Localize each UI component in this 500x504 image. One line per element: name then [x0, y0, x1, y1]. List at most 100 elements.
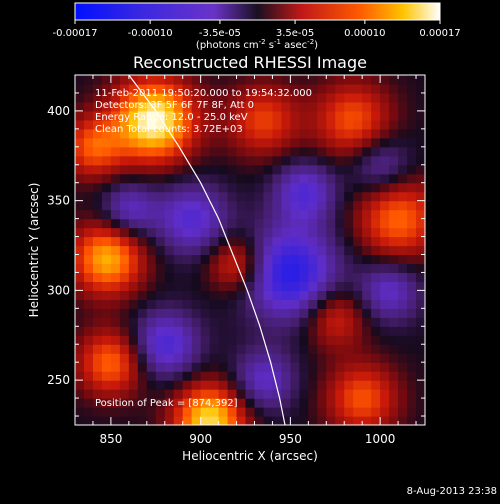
heatmap-cell — [110, 317, 121, 327]
heatmap-cell — [389, 155, 399, 166]
heatmap-cell — [326, 317, 336, 327]
heatmap-cell — [398, 335, 408, 345]
heatmap-cell — [119, 110, 130, 121]
heatmap-cell — [119, 416, 130, 425]
heatmap-cell — [317, 173, 327, 184]
heatmap-cell — [83, 101, 94, 112]
heatmap-cell — [308, 83, 318, 94]
heatmap-cell — [119, 290, 130, 300]
heatmap-cell — [254, 119, 265, 130]
heatmap-cell — [263, 164, 274, 175]
heatmap-cell — [416, 110, 425, 121]
heatmap-cell — [299, 353, 309, 363]
heatmap-cell — [317, 353, 327, 363]
heatmap-cell — [272, 245, 283, 256]
heatmap-cell — [380, 83, 390, 94]
heatmap-cell — [272, 75, 283, 85]
heatmap-cell — [110, 209, 121, 220]
y-tick-label: 300 — [47, 283, 70, 297]
heatmap-cell — [326, 101, 336, 112]
heatmap-cell — [299, 155, 309, 166]
heatmap-cell — [317, 137, 327, 148]
heatmap-cell — [155, 353, 166, 363]
heatmap-cell — [209, 173, 220, 184]
heatmap-cell — [371, 218, 381, 229]
heatmap-cell — [299, 326, 309, 336]
heatmap-cell — [353, 299, 363, 309]
heatmap-cell — [101, 272, 112, 283]
heatmap-cell — [281, 299, 291, 309]
heatmap-cell — [146, 128, 157, 139]
heatmap-cell — [416, 317, 425, 327]
heatmap-cell — [308, 173, 318, 184]
heatmap-cell — [344, 75, 354, 85]
heatmap-cell — [110, 164, 121, 175]
heatmap-cell — [263, 353, 274, 363]
heatmap-cell — [344, 236, 354, 247]
heatmap-cell — [371, 128, 381, 139]
heatmap-cell — [218, 236, 229, 247]
heatmap-cell — [173, 335, 184, 345]
heatmap-cell — [272, 83, 283, 94]
heatmap-cell — [398, 344, 408, 354]
heatmap-cell — [326, 371, 336, 381]
heatmap-cell — [101, 75, 112, 85]
heatmap-cell — [137, 335, 148, 345]
heatmap-cell — [200, 353, 211, 363]
heatmap-cell — [200, 344, 211, 354]
heatmap-cell — [335, 380, 345, 390]
heatmap-cell — [236, 164, 247, 175]
heatmap-cell — [380, 236, 390, 247]
heatmap-cell — [236, 326, 247, 336]
heatmap-cell — [290, 380, 300, 390]
heatmap-cell — [362, 128, 372, 139]
heatmap-cell — [380, 75, 390, 85]
heatmap-cell — [389, 308, 399, 318]
heatmap-cell — [155, 110, 166, 121]
heatmap-cell — [155, 398, 166, 408]
heatmap-cell — [101, 353, 112, 363]
heatmap-cell — [155, 317, 166, 327]
heatmap-cell — [353, 164, 363, 175]
heatmap-cell — [362, 137, 372, 148]
heatmap-cell — [128, 128, 139, 139]
heatmap-cell — [155, 218, 166, 229]
heatmap-cell — [200, 281, 211, 291]
heatmap-cell — [155, 146, 166, 157]
heatmap-cell — [128, 92, 139, 103]
heatmap-cell — [128, 254, 139, 265]
heatmap-cell — [92, 263, 103, 274]
heatmap-cell — [218, 191, 229, 202]
heatmap-cell — [245, 182, 256, 193]
heatmap-cell — [110, 146, 121, 157]
heatmap-cell — [335, 398, 345, 408]
heatmap-cell — [173, 263, 184, 274]
heatmap-cell — [128, 182, 139, 193]
heatmap-cell — [290, 236, 300, 247]
heatmap-cell — [272, 218, 283, 229]
heatmap-cell — [380, 209, 390, 220]
heatmap-cell — [335, 182, 345, 193]
heatmap-cell — [110, 128, 121, 139]
heatmap-cell — [398, 101, 408, 112]
heatmap-cell — [407, 119, 417, 130]
heatmap-cell — [308, 389, 318, 399]
heatmap-cell — [110, 272, 121, 283]
heatmap-cell — [299, 245, 309, 256]
heatmap-cell — [200, 200, 211, 211]
heatmap-cell — [182, 326, 193, 336]
heatmap-cell — [119, 272, 130, 283]
heatmap-cell — [371, 335, 381, 345]
heatmap-cell — [362, 227, 372, 238]
heatmap-cell — [227, 146, 238, 157]
heatmap-cell — [299, 164, 309, 175]
heatmap-cell — [146, 344, 157, 354]
heatmap-cell — [326, 137, 336, 148]
heatmap-cell — [218, 371, 229, 381]
heatmap-cell — [416, 398, 425, 408]
heatmap-cell — [371, 362, 381, 372]
heatmap-cell — [290, 389, 300, 399]
heatmap-cell — [173, 182, 184, 193]
heatmap-cell — [272, 407, 283, 417]
